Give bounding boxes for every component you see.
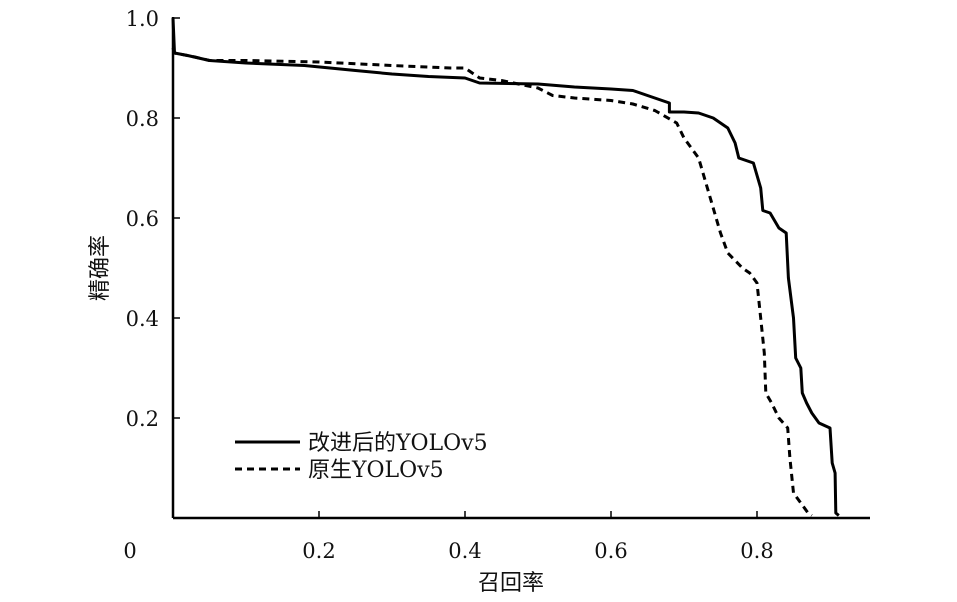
y-tick-label: 0.6 [126,207,159,231]
legend-label-original: 原生YOLOv5 [308,458,444,483]
origin-label: 0 [123,539,136,563]
x-axis-title: 召回率 [478,571,544,596]
series-line-improved [171,17,840,517]
x-tick-label: 0.6 [594,539,627,563]
series-line-original [171,47,813,517]
x-tick-label: 0.2 [302,539,335,563]
axes [171,17,870,520]
legend-label-improved: 改进后的YOLOv5 [308,431,488,456]
ticks: 0.2 0.4 0.6 0.8 0.2 0.4 0.6 0.8 1.0 [126,7,774,563]
y-tick-label: 0.2 [126,407,159,431]
y-axis-title: 精确率 [88,235,113,301]
y-tick-label: 0.8 [126,107,159,131]
legend: 改进后的YOLOv5 原生YOLOv5 [235,431,488,483]
y-tick-label: 1.0 [126,7,159,31]
x-tick-label: 0.8 [740,539,773,563]
y-tick-label: 0.4 [126,307,159,331]
x-tick-label: 0.4 [448,539,481,563]
series-group [171,17,840,517]
